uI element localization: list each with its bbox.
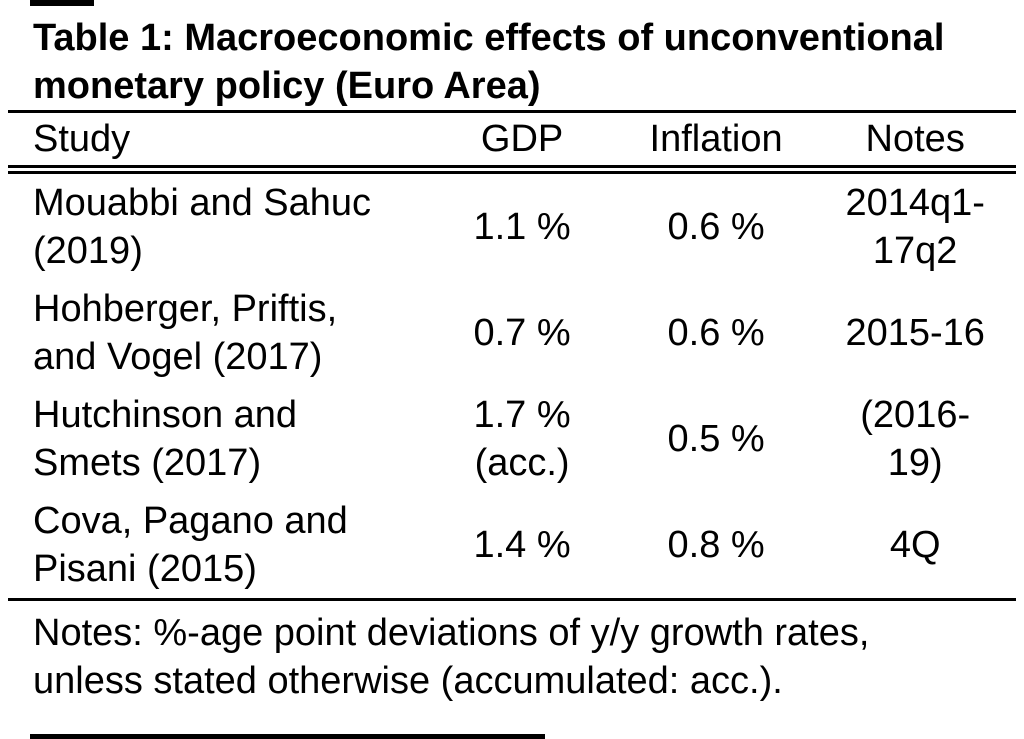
cell-gdp: 0.7 % — [473, 312, 571, 354]
cell-study: Mouabbi and Sahuc (2019) — [33, 182, 372, 272]
cell-study: Hohberger, Priftis, and Vogel (2017) — [33, 288, 338, 378]
column-header-notes: Notes — [814, 111, 1016, 174]
table-row: Cova, Pagano and Pisani (2015) 1.4 % 0.8… — [8, 492, 1016, 601]
cell-gdp: 1.1 % — [473, 206, 571, 248]
cell-gdp: 1.4 % — [426, 492, 618, 601]
header-row: Study GDP Inflation Notes — [8, 111, 1016, 174]
table-row: Hutchinson and Smets (2017) 1.7 % (acc.)… — [8, 386, 1016, 492]
cell-notes: 2014q1- 17q2 — [845, 182, 985, 272]
cell-gdp: 1.7 % (acc.) — [473, 394, 571, 484]
column-header-study: Study — [8, 111, 427, 174]
cell-notes: (2016- 19) — [860, 394, 971, 484]
column-header-gdp: GDP — [426, 111, 618, 174]
cell-inflation: 0.6 % — [667, 312, 765, 354]
table-title: Table 1: Macroeconomic effects of unconv… — [33, 17, 945, 107]
cell-inflation: 0.5 % — [667, 418, 765, 460]
cell-inflation: 0.6 % — [667, 206, 765, 248]
table-container: Table 1: Macroeconomic effects of unconv… — [8, 0, 1016, 705]
table-row: Mouabbi and Sahuc (2019) 1.1 % 0.6 % 201… — [8, 170, 1016, 281]
cell-inflation: 0.8 % — [617, 492, 815, 601]
cropped-content-artifact-top — [30, 0, 94, 6]
table-footnote: Notes: %-age point deviations of y/y gro… — [33, 612, 870, 702]
column-header-inflation: Inflation — [617, 111, 815, 174]
macro-effects-table: Study GDP Inflation Notes Mouabbi and Sa… — [8, 110, 1016, 601]
cell-study: Cova, Pagano and Pisani (2015) — [8, 492, 427, 601]
cell-study: Hutchinson and Smets (2017) — [33, 394, 298, 484]
table-row: Hohberger, Priftis, and Vogel (2017) 0.7… — [8, 280, 1016, 386]
cell-notes: 2015-16 — [845, 312, 985, 354]
cell-notes: 4Q — [814, 492, 1016, 601]
cropped-content-artifact-bottom — [30, 734, 545, 739]
